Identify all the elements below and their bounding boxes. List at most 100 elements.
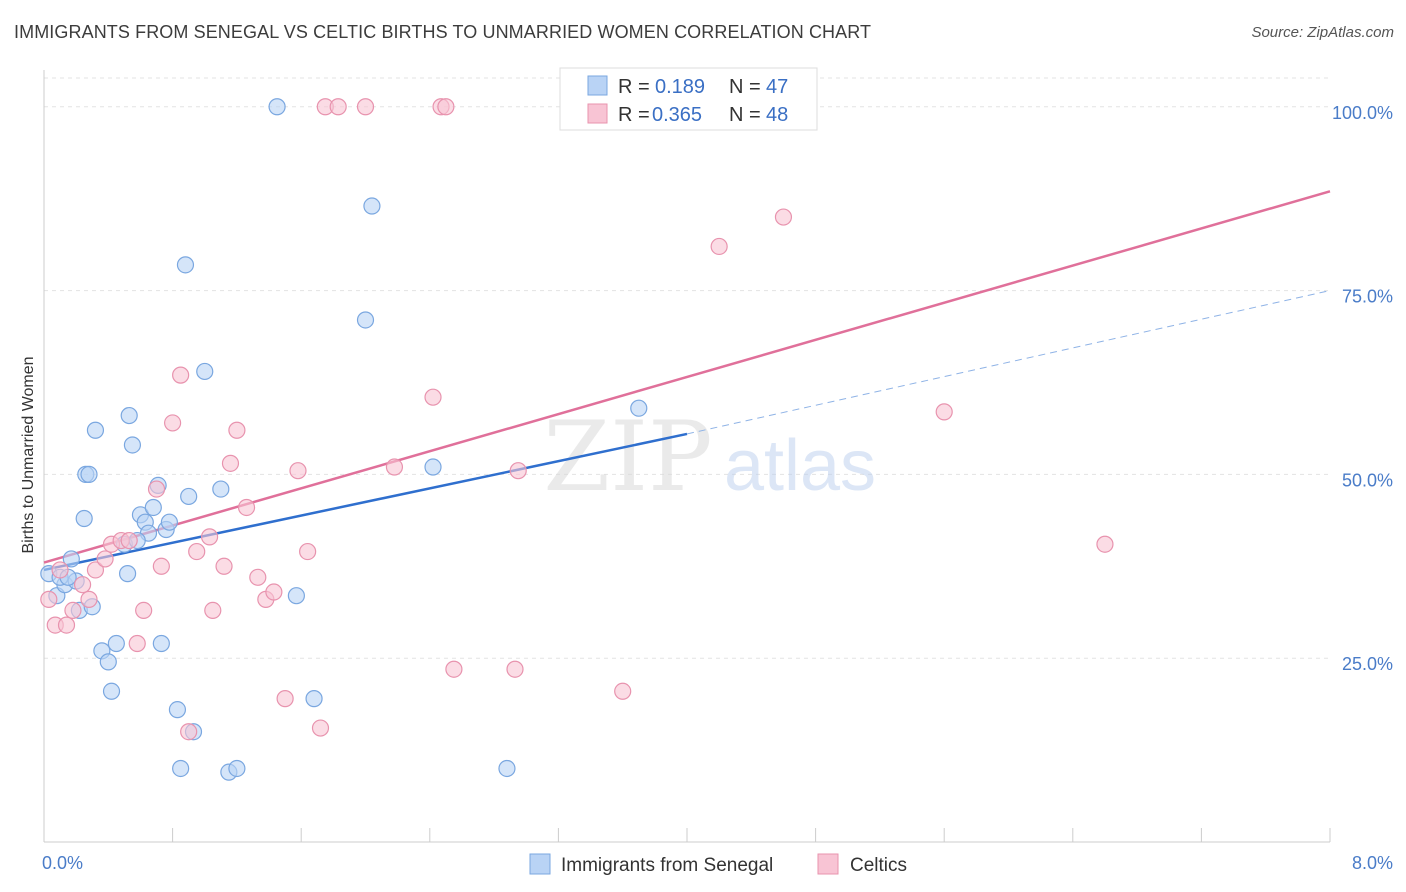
point-celtics-22	[215, 557, 233, 575]
point-senegal-37	[305, 690, 323, 708]
trend-line-celtics	[43, 190, 1331, 564]
y-tick-label-1: 50.0%	[1342, 470, 1393, 490]
point-senegal-26	[168, 701, 187, 719]
point-celtics-35	[356, 98, 375, 116]
point-celtics-21	[204, 601, 222, 620]
point-celtics-24	[228, 421, 246, 439]
point-celtics-44	[614, 682, 632, 700]
point-celtics-4	[64, 601, 82, 620]
point-senegal-6	[75, 509, 93, 528]
point-celtics-45	[710, 237, 728, 256]
point-celtics-15	[152, 557, 170, 575]
y-tick-labels: 25.0% 50.0% 75.0% 100.0%	[1332, 103, 1393, 674]
point-celtics-8	[96, 550, 114, 568]
watermark-atlas: atlas	[724, 426, 876, 506]
point-celtics-19	[188, 542, 206, 561]
point-celtics-31	[299, 542, 317, 561]
point-celtics-16	[164, 414, 182, 432]
point-senegal-27	[172, 759, 190, 778]
legend-r-label-1: R =	[618, 76, 650, 98]
point-senegal-16	[120, 406, 138, 425]
point-senegal-3	[62, 550, 80, 568]
legend-r-value-1: 0.189	[655, 76, 705, 98]
point-senegal-12	[102, 682, 121, 700]
point-senegal-25	[160, 513, 178, 531]
y-axis-label: Births to Unmarried Women	[20, 356, 37, 553]
point-celtics-32	[311, 719, 330, 737]
source-credit: Source: ZipAtlas.com	[1251, 24, 1394, 41]
point-senegal-41	[498, 759, 516, 778]
point-celtics-25	[237, 498, 256, 517]
legend-swatch-senegal	[587, 75, 608, 96]
legend-r-label-2: R =	[618, 104, 650, 126]
series-legend-label-senegal: Immigrants from Senegal	[561, 855, 773, 876]
point-celtics-47	[935, 403, 953, 421]
point-senegal-11	[99, 653, 117, 671]
legend-n-value-2: 48	[766, 104, 788, 126]
point-senegal-39	[363, 197, 381, 215]
point-senegal-31	[196, 362, 214, 381]
point-senegal-9	[86, 421, 105, 439]
y-tick-label-2: 75.0%	[1342, 287, 1393, 307]
point-celtics-17	[172, 366, 190, 384]
point-celtics-40	[445, 660, 463, 678]
point-senegal-36	[287, 587, 305, 605]
point-senegal-23	[152, 634, 170, 653]
point-celtics-46	[774, 208, 793, 226]
point-celtics-11	[120, 531, 138, 550]
point-celtics-36	[385, 458, 404, 476]
point-senegal-35	[268, 98, 286, 116]
point-senegal-32	[212, 480, 230, 498]
point-senegal-40	[424, 458, 442, 476]
point-celtics-0	[40, 590, 58, 608]
point-senegal-34	[228, 759, 246, 778]
point-celtics-5	[73, 576, 92, 594]
watermark-zip: ZIP	[543, 401, 712, 513]
point-celtics-7	[86, 561, 105, 579]
series-legend-label-celtics: Celtics	[850, 855, 907, 876]
point-celtics-23	[221, 454, 240, 472]
point-celtics-13	[135, 601, 153, 620]
trend-line-senegal-extension	[686, 290, 1331, 435]
point-celtics-41	[506, 660, 524, 678]
y-tick-label-3: 100.0%	[1332, 103, 1393, 123]
point-senegal-8	[80, 465, 98, 483]
legend-n-label-1: N =	[729, 76, 761, 98]
point-celtics-12	[128, 634, 146, 653]
point-senegal-42	[630, 399, 648, 417]
point-celtics-29	[276, 690, 294, 708]
point-senegal-17	[123, 436, 142, 454]
series-legend-swatch-senegal	[529, 853, 551, 875]
legend-swatch-celtics	[587, 103, 608, 124]
x-tick-label-0: 0.0%	[42, 853, 83, 873]
legend-r-value-2: 0.365	[652, 104, 702, 126]
grid-lines	[44, 77, 1330, 659]
point-celtics-14	[147, 480, 166, 498]
point-celtics-28	[265, 583, 283, 601]
x-tick-labels: 0.0% 8.0%	[42, 853, 1393, 873]
point-senegal-38	[356, 311, 375, 329]
zipatlas-watermark: ZIP atlas	[543, 401, 876, 513]
point-senegal-28	[176, 256, 195, 274]
chart-title: IMMIGRANTS FROM SENEGAL VS CELTIC BIRTHS…	[14, 22, 872, 42]
point-celtics-20	[200, 528, 219, 546]
legend-n-label-2: N =	[729, 104, 761, 126]
trend-line-senegal	[43, 432, 688, 572]
point-celtics-42	[509, 462, 527, 480]
stats-legend: R = 0.189 N = 47 R = 0.365 N = 48	[559, 67, 818, 131]
point-senegal-13	[107, 634, 125, 653]
y-tick-label-0: 25.0%	[1342, 654, 1393, 674]
point-celtics-18	[180, 723, 198, 741]
point-celtics-3	[57, 616, 76, 634]
point-celtics-2	[51, 561, 69, 579]
point-senegal-21	[144, 498, 162, 517]
series-legend: Immigrants from Senegal Celtics	[529, 853, 907, 876]
point-celtics-26	[249, 568, 267, 586]
x-tick-label-1: 8.0%	[1352, 853, 1393, 873]
axes	[43, 70, 1331, 843]
data-points	[40, 98, 1114, 781]
point-celtics-39	[437, 98, 455, 116]
point-celtics-37	[424, 388, 442, 406]
legend-n-value-1: 47	[766, 76, 788, 98]
